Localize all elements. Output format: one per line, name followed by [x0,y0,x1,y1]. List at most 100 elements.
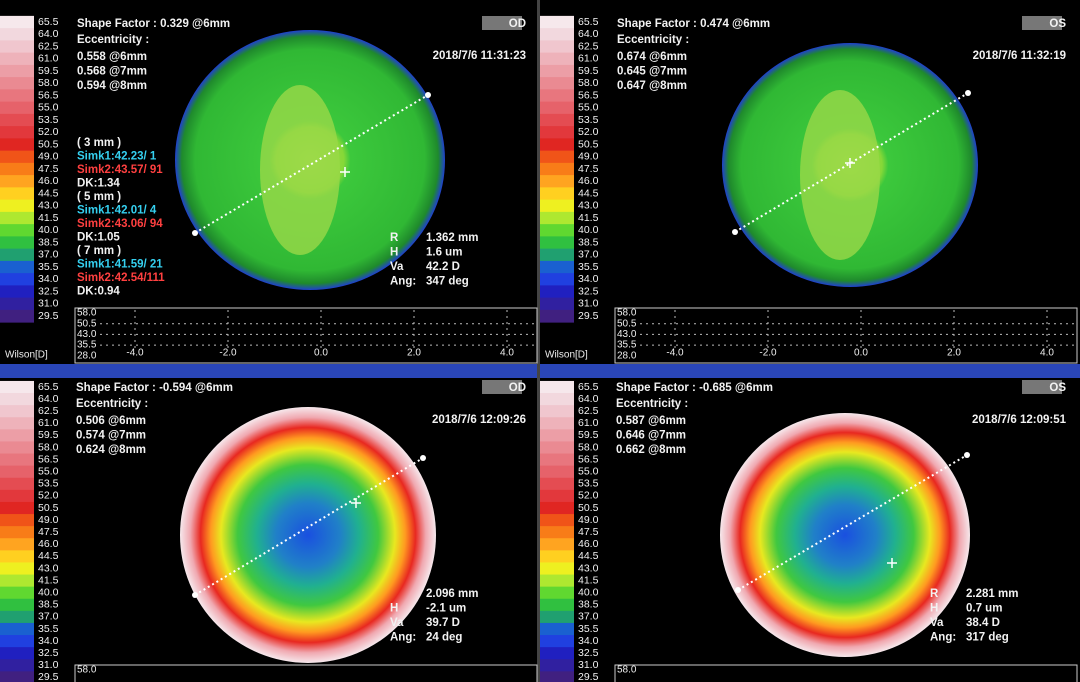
scale-swatch [0,285,34,299]
scale-label: 40.0 [38,224,59,236]
scale-swatch [540,647,574,660]
scale-swatch [0,586,34,600]
scale-swatch [540,77,574,90]
profile-x-label: 2.0 [407,348,421,359]
scale-label: 34.0 [38,273,59,285]
axis-end [732,229,738,235]
scale-swatch [540,15,574,29]
scale-swatch [0,89,34,103]
axis-end [735,587,741,593]
scale-swatch [0,126,34,139]
profile-x-label: 4.0 [1040,348,1054,359]
scale-label: 41.5 [578,574,599,586]
scale-label: 32.5 [578,647,599,659]
scale-label: 55.0 [578,102,599,114]
measure-label: Ang: [930,632,956,644]
scale-label: 29.5 [38,310,59,322]
scale-swatch [540,538,574,551]
scale-label: 37.0 [38,249,59,261]
profile-x-label: 0.0 [854,348,868,359]
scale-swatch [0,453,34,467]
scale-label: 34.0 [578,635,599,647]
scale-swatch [0,671,34,682]
scale-label: 37.0 [578,611,599,623]
panel: 65.564.062.561.059.558.056.555.053.552.0… [0,380,538,682]
scale-swatch [0,441,34,455]
measure-label: R [930,588,939,600]
eccentricity-value: 0.674 @6mm [617,51,687,63]
divider [537,0,540,682]
simk2: Simk2:42.54/111 [77,272,165,284]
center-cross [340,167,350,177]
scale-swatch [0,380,34,394]
scale-label: 44.5 [578,187,599,199]
scale-swatch [540,175,574,188]
scale-swatch [0,489,34,503]
profile-y-label: 35.5 [77,340,97,351]
exam-date: 2018/7/6 11:31:23 [433,50,526,62]
zone: ( 7 mm ) [77,245,121,257]
dk: DK:1.34 [77,178,120,190]
scale-swatch [540,236,574,250]
scale-label: 31.0 [38,298,59,310]
scale-label: 44.5 [578,550,599,562]
eccentricity-title: Eccentricity : [77,34,149,46]
scale-label: 29.5 [578,671,599,682]
scale-label: 43.0 [578,562,599,574]
scale-label: 38.5 [38,599,59,611]
scale-label: 59.5 [38,65,59,77]
scale-label: 41.5 [578,212,599,224]
eye-label: OS [1049,18,1066,30]
scale-swatch [0,465,34,479]
eccentricity-value: 0.574 @7mm [76,430,146,442]
scale-label: 59.5 [578,429,599,441]
scale-swatch [540,405,574,418]
scale-swatch [540,273,574,286]
scale-label: 58.0 [38,441,59,453]
profile-y-label: 28.0 [617,350,637,361]
measure-value: 347 deg [426,276,469,288]
scale-label: 35.5 [38,261,59,273]
scale-swatch [0,477,34,491]
scale-swatch [0,175,34,188]
center-cross [887,558,897,568]
measure-value: 0.7 um [966,603,1002,615]
scale-swatch [540,162,574,176]
profile-axis-label: Wilson[D] [5,350,48,361]
scale-label: 46.0 [38,538,59,550]
scale-swatch [0,187,34,201]
scale-label: 35.5 [578,261,599,273]
profile-y-label: 35.5 [617,340,637,351]
measure-value: 42.2 D [426,261,460,273]
measure-value: 38.4 D [966,617,1000,629]
scale-label: 53.5 [38,114,59,126]
scale-swatch [540,224,574,237]
scale-label: 44.5 [38,550,59,562]
panel: 65.564.062.561.059.558.056.555.053.552.0… [540,380,1078,682]
scale-label: 47.5 [38,526,59,538]
scale-label: 40.0 [578,586,599,598]
eccentricity-value: 0.594 @8mm [77,80,147,92]
scale-label: 64.0 [578,393,599,405]
shape-factor: Shape Factor : -0.594 @6mm [76,382,233,394]
profile-y-label: 58.0 [617,665,637,676]
profile-y-label: 50.5 [617,318,637,329]
scale-swatch [0,273,34,286]
scale-swatch [0,138,34,152]
scale-swatch [0,199,34,213]
scale-swatch [0,647,34,660]
eccentricity-title: Eccentricity : [76,398,148,410]
scale-label: 37.0 [578,249,599,261]
scale-label: 46.0 [578,538,599,550]
scale-swatch [540,211,574,225]
scale-swatch [0,501,34,515]
scale-swatch [540,138,574,152]
panel: 65.564.062.561.059.558.056.555.053.552.0… [0,16,538,364]
scale-swatch [0,538,34,551]
scale-label: 61.0 [38,53,59,65]
profile-x-label: -4.0 [126,348,144,359]
eccentricity-value: 0.506 @6mm [76,415,146,427]
scale-swatch [0,309,34,323]
scale-swatch [540,598,574,612]
scale-label: 58.0 [578,441,599,453]
